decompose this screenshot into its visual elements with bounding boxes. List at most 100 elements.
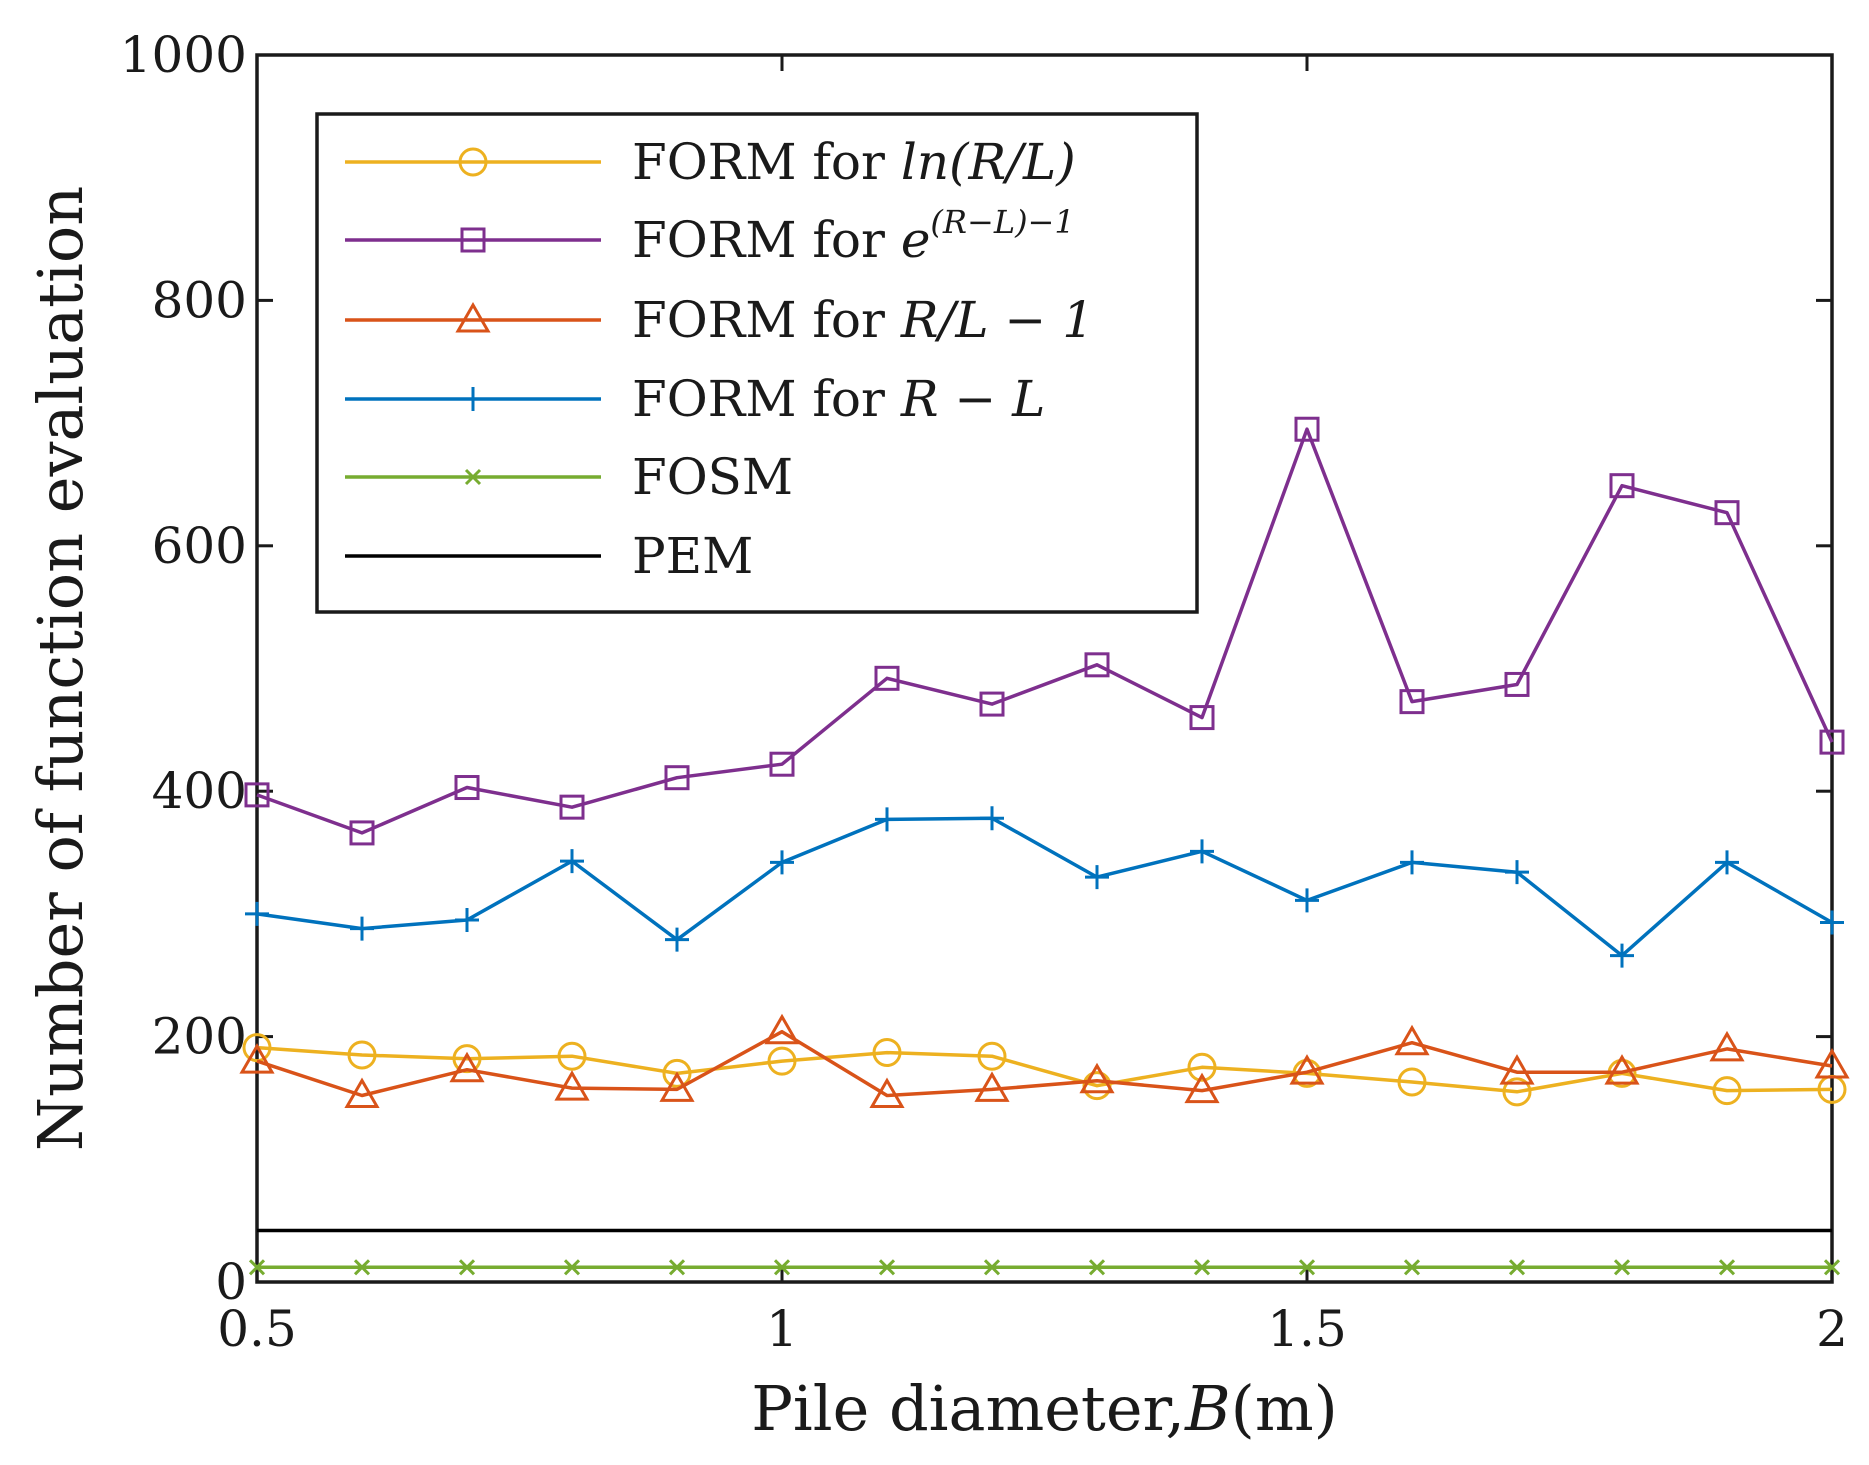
- data-point: [1403, 1259, 1421, 1276]
- data-point: [1604, 1054, 1640, 1085]
- data-point: [1820, 910, 1844, 935]
- legend-label-prefix: FOSM: [632, 448, 793, 506]
- legend: FORM for ln(R/L) FORM for e(R−L)−1 FORM fo…: [315, 112, 1199, 614]
- data-point: [869, 1077, 905, 1108]
- data-point: [1718, 1259, 1736, 1276]
- data-point: [1193, 1259, 1211, 1276]
- data-point: [245, 901, 269, 926]
- data-point: [349, 820, 375, 846]
- series-form-for-r-l-1: [239, 1013, 1850, 1108]
- x-tick-label: 1: [766, 1300, 798, 1358]
- data-point: [878, 1259, 896, 1276]
- legend-marker: [461, 387, 485, 411]
- data-point: [974, 1071, 1010, 1102]
- data-point: [554, 1070, 590, 1101]
- data-point: [1823, 1259, 1841, 1276]
- x-tick-label: 1.5: [1267, 1300, 1347, 1358]
- data-point: [872, 1038, 902, 1068]
- data-point: [1085, 865, 1109, 890]
- axes-layer: 0 200 400 600 800 1000 0.5 1 1.5 2 Pile diameter,B…: [24, 26, 1848, 1445]
- data-point: [1504, 671, 1530, 697]
- data-point: [1714, 500, 1740, 526]
- data-point: [1609, 473, 1635, 499]
- x-axis-label: Pile diameter,B(m): [751, 1372, 1338, 1445]
- legend-entry: FORM for ln(R/L): [345, 133, 1076, 191]
- legend-label: FORM for e(R−L)−1: [632, 203, 1075, 269]
- data-point: [874, 665, 900, 691]
- legend-entry: PEM: [345, 527, 753, 585]
- legend-marker: [458, 147, 488, 177]
- legend-label-math: R/L − 1: [900, 291, 1094, 349]
- plot-frame: [255, 53, 1834, 1284]
- legend-marker: [464, 468, 482, 486]
- x-axis-label-prefix: Pile diameter,: [751, 1372, 1185, 1445]
- data-point: [344, 1077, 380, 1108]
- data-point: [1814, 1048, 1850, 1079]
- data-point: [353, 1259, 371, 1276]
- legend-marker: [455, 301, 491, 333]
- data-point: [665, 927, 689, 952]
- data-point: [662, 1058, 692, 1088]
- legend-box: [315, 112, 1199, 614]
- y-tick-label: 400: [152, 762, 247, 820]
- data-point: [1088, 1259, 1106, 1276]
- series-form-for-r-l: [245, 806, 1844, 968]
- x-axis-label-var: B: [1184, 1372, 1231, 1445]
- data-point: [983, 1259, 1001, 1276]
- x-tick-label: 0.5: [217, 1300, 297, 1358]
- data-point: [347, 1040, 377, 1070]
- legend-label: FOSM: [632, 448, 793, 506]
- data-point: [242, 1033, 272, 1063]
- series-fosm: [248, 1259, 1841, 1276]
- data-point: [1505, 860, 1529, 885]
- data-point: [1397, 1067, 1427, 1097]
- series-line: [256, 1029, 1833, 1098]
- data-point: [563, 1259, 581, 1276]
- data-point: [977, 1041, 1007, 1071]
- data-point: [454, 775, 480, 801]
- series-layer: [239, 416, 1850, 1276]
- legend-entry: FORM for R/L − 1: [345, 291, 1094, 349]
- data-point: [1819, 729, 1845, 755]
- data-point: [773, 1259, 791, 1276]
- x-tick-label: 2: [1816, 1300, 1848, 1358]
- legend-label-prefix: PEM: [632, 527, 753, 585]
- data-point: [1712, 1076, 1742, 1106]
- data-point: [248, 1259, 266, 1276]
- data-point: [1709, 1030, 1745, 1062]
- y-tick-label: 200: [152, 1008, 247, 1066]
- data-point: [1613, 1259, 1631, 1276]
- data-point: [458, 1259, 476, 1276]
- data-point: [979, 691, 1005, 717]
- data-point: [1298, 1259, 1316, 1276]
- series-line: [256, 1045, 1833, 1094]
- y-tick-label: 600: [152, 517, 247, 575]
- data-point: [1394, 1024, 1430, 1056]
- data-point: [668, 1259, 686, 1276]
- data-point: [770, 850, 794, 875]
- data-point: [1399, 689, 1425, 715]
- series-form-for-e-r-l-1: [244, 416, 1845, 846]
- legend-label-prefix: FORM for: [632, 133, 901, 191]
- data-point: [664, 765, 690, 791]
- data-point: [1184, 1072, 1220, 1104]
- legend-label-superscript: (R−L)−1: [930, 203, 1074, 241]
- series-line: [256, 427, 1834, 835]
- legend-entry: FORM for e(R−L)−1: [345, 203, 1075, 269]
- data-point: [244, 782, 270, 808]
- data-point: [557, 1041, 587, 1071]
- data-point: [1499, 1054, 1535, 1085]
- legend-label: FORM for ln(R/L): [632, 133, 1076, 191]
- y-tick-label: 0: [215, 1253, 247, 1311]
- data-point: [1289, 1054, 1325, 1085]
- legend-label: PEM: [632, 527, 753, 585]
- data-point: [1294, 416, 1320, 442]
- data-point: [1084, 652, 1110, 678]
- legend-entry: FOSM: [345, 448, 793, 506]
- data-point: [1187, 1052, 1217, 1082]
- data-point: [1189, 705, 1215, 731]
- x-axis-label-unit: (m): [1231, 1372, 1338, 1445]
- data-point: [1190, 839, 1214, 864]
